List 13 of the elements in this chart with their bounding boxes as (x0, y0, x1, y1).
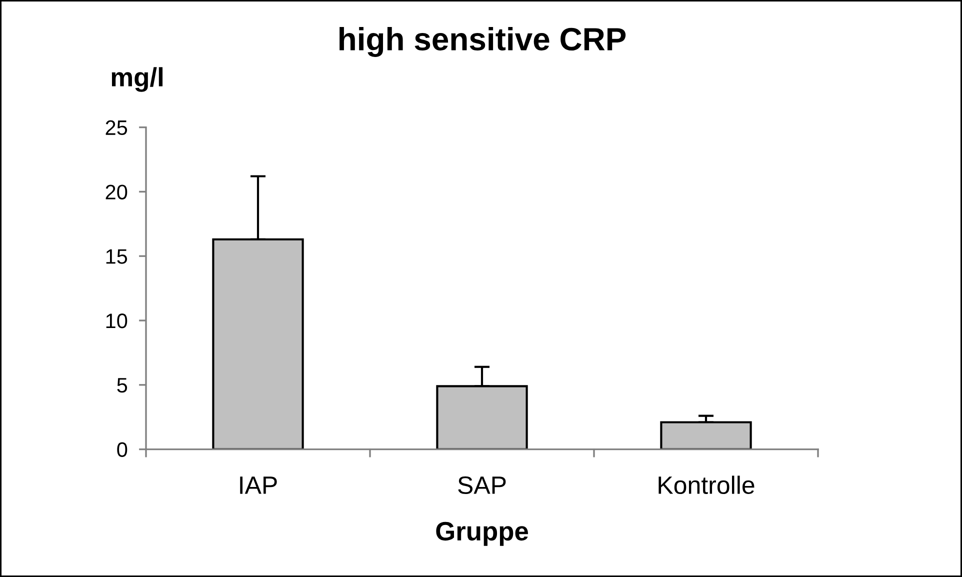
chart-title: high sensitive CRP (340, 27, 626, 57)
x-tick-label: IAP (240, 476, 277, 494)
bar (660, 421, 752, 450)
y-tick-label: 0 (117, 442, 128, 458)
y-axis-title: mg/l (112, 67, 163, 92)
x-tick-label: SAP (458, 476, 506, 494)
x-axis-title: Gruppe (436, 522, 528, 546)
y-tick-label: 10 (106, 314, 128, 328)
x-tick-label: Kontrolle (658, 476, 754, 494)
y-tick-label: 20 (106, 184, 128, 200)
y-tick-label: 5 (117, 378, 128, 393)
y-tick-label: 25 (106, 120, 128, 136)
y-tick-label: 15 (106, 249, 128, 264)
